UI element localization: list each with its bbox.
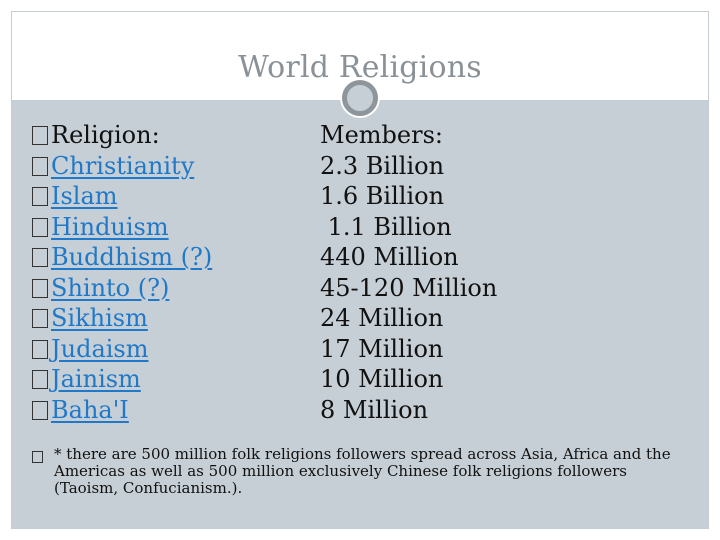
- religion-item-buddhism[interactable]: Buddhism (?): [32, 242, 212, 273]
- religion-item-christianity[interactable]: Christianity: [32, 151, 212, 182]
- ring-icon: [342, 80, 378, 116]
- bullet-box-icon: [32, 156, 48, 176]
- members-list: Members: 2.3 Billion 1.6 Billion 1.1 Bil…: [320, 120, 497, 425]
- religion-link[interactable]: Christianity: [51, 151, 195, 180]
- members-value: 2.3 Billion: [320, 151, 445, 180]
- bullet-box-icon: [32, 278, 48, 298]
- members-value: 8 Million: [320, 395, 429, 424]
- bullet-box-icon: [32, 248, 48, 267]
- bullet-box-icon: [32, 370, 48, 389]
- religion-item-hinduism[interactable]: Hinduism: [32, 212, 212, 243]
- religion-header: Religion:: [32, 120, 212, 151]
- religion-link[interactable]: Jainism: [51, 365, 141, 393]
- members-value: 440 Million: [320, 243, 459, 271]
- religion-link[interactable]: Buddhism (?): [51, 243, 213, 271]
- members-header: Members:: [320, 121, 443, 149]
- members-value: 1.1 Billion: [320, 212, 452, 241]
- religion-item-shinto[interactable]: Shinto (?): [32, 273, 212, 304]
- bullet-box-icon: [32, 217, 48, 237]
- religion-item-bahai[interactable]: Baha'I: [32, 395, 212, 426]
- content-area: [12, 99, 708, 528]
- members-value: 17 Million: [320, 334, 444, 363]
- religion-link[interactable]: Islam: [51, 182, 118, 210]
- bullet-box-icon: [32, 187, 48, 206]
- bullet-box-icon: [32, 400, 48, 420]
- religion-link[interactable]: Baha'I: [51, 395, 129, 424]
- members-value: 1.6 Billion: [320, 182, 445, 210]
- religion-item-jainism[interactable]: Jainism: [32, 364, 212, 395]
- bullet-box-icon: [32, 339, 48, 359]
- religion-link[interactable]: Sikhism: [51, 304, 148, 332]
- religion-item-sikhism[interactable]: Sikhism: [32, 303, 212, 334]
- members-value: 24 Million: [320, 304, 444, 332]
- slide-title: World Religions: [238, 50, 482, 85]
- religion-item-islam[interactable]: Islam: [32, 181, 212, 212]
- members-value: 45-120 Million: [320, 273, 498, 302]
- bullet-box-icon: [32, 309, 48, 328]
- footnote-text: * there are 500 million folk religions f…: [54, 445, 671, 497]
- religion-link[interactable]: Hinduism: [51, 212, 169, 241]
- slide-frame: [11, 11, 709, 529]
- religion-link[interactable]: Judaism: [51, 334, 149, 363]
- religion-link[interactable]: Shinto (?): [51, 273, 170, 302]
- members-value: 10 Million: [320, 365, 444, 393]
- bullet-box-icon: [32, 451, 43, 463]
- religion-item-judaism[interactable]: Judaism: [32, 334, 212, 365]
- bullet-box-icon: [32, 126, 48, 145]
- footnote: * there are 500 million folk religions f…: [32, 446, 682, 497]
- religion-list: Religion: Christianity Islam Hinduism Bu…: [32, 120, 212, 425]
